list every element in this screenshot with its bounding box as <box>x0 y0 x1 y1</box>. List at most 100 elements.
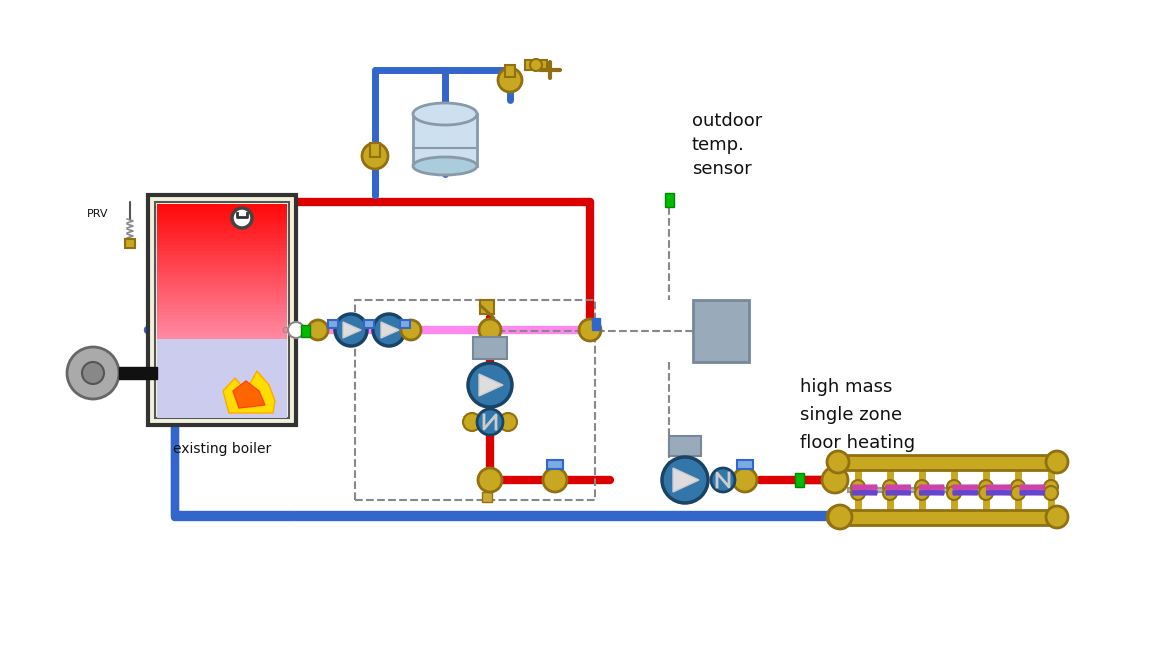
Bar <box>482 492 493 502</box>
Bar <box>848 488 1049 492</box>
Bar <box>364 320 374 328</box>
Bar <box>157 231 287 235</box>
Bar <box>157 312 287 316</box>
Bar <box>147 195 296 425</box>
Bar <box>157 221 287 225</box>
Bar <box>157 318 287 323</box>
Circle shape <box>82 362 104 384</box>
Circle shape <box>401 320 421 340</box>
Bar <box>154 202 289 418</box>
Circle shape <box>498 68 522 92</box>
Bar <box>355 300 596 500</box>
Bar <box>370 143 380 157</box>
Text: c: c <box>281 325 287 335</box>
Bar <box>301 325 310 337</box>
Bar <box>548 460 563 469</box>
Circle shape <box>308 320 328 340</box>
Circle shape <box>851 486 865 500</box>
Bar <box>665 193 674 207</box>
Circle shape <box>543 468 567 492</box>
Text: high mass
single zone
floor heating: high mass single zone floor heating <box>800 378 915 452</box>
Circle shape <box>915 486 929 500</box>
Polygon shape <box>233 381 264 408</box>
Circle shape <box>828 505 852 529</box>
Circle shape <box>530 59 542 71</box>
Circle shape <box>335 314 367 346</box>
Circle shape <box>1046 506 1068 528</box>
Text: outdoor
temp.
sensor: outdoor temp. sensor <box>691 113 762 178</box>
Circle shape <box>1044 486 1058 500</box>
Bar <box>794 473 804 487</box>
Circle shape <box>947 480 961 494</box>
Circle shape <box>1046 451 1068 473</box>
Circle shape <box>288 322 304 338</box>
Bar <box>157 261 287 266</box>
Ellipse shape <box>413 157 477 175</box>
Circle shape <box>468 363 512 407</box>
Bar <box>157 245 287 249</box>
Bar <box>157 234 287 239</box>
Bar <box>157 211 287 215</box>
Bar <box>157 258 287 262</box>
Bar <box>157 204 287 208</box>
Bar <box>840 510 1055 525</box>
Circle shape <box>711 468 735 492</box>
Bar <box>157 336 287 340</box>
Bar <box>400 320 410 328</box>
Circle shape <box>947 486 961 500</box>
Circle shape <box>463 413 481 431</box>
Circle shape <box>851 480 865 494</box>
Bar <box>157 288 287 293</box>
Bar <box>125 239 135 248</box>
Circle shape <box>373 314 405 346</box>
Bar <box>157 295 287 299</box>
Bar <box>693 300 749 362</box>
Circle shape <box>827 451 849 473</box>
Bar <box>505 65 515 77</box>
Circle shape <box>579 319 601 341</box>
Circle shape <box>915 480 929 494</box>
Bar <box>157 302 287 306</box>
Bar <box>157 285 287 289</box>
Circle shape <box>827 506 849 528</box>
Bar <box>157 251 287 255</box>
Bar <box>157 305 287 309</box>
Bar <box>592 318 600 330</box>
Circle shape <box>883 486 897 500</box>
Bar <box>157 207 287 212</box>
Text: PRV: PRV <box>87 209 108 219</box>
Circle shape <box>498 413 517 431</box>
Circle shape <box>823 467 848 493</box>
Bar <box>157 282 287 286</box>
Bar <box>157 228 287 232</box>
Bar <box>157 241 287 245</box>
Circle shape <box>1011 480 1025 494</box>
Bar <box>157 329 287 333</box>
Polygon shape <box>343 322 362 338</box>
Bar <box>840 455 1055 470</box>
Bar <box>157 272 287 276</box>
Bar <box>157 238 287 242</box>
Circle shape <box>362 143 388 169</box>
Bar <box>328 320 338 328</box>
Circle shape <box>979 480 993 494</box>
Bar <box>157 268 287 272</box>
Bar <box>157 214 287 218</box>
Circle shape <box>883 480 897 494</box>
Bar <box>157 291 287 296</box>
Circle shape <box>732 468 757 492</box>
Circle shape <box>1044 480 1058 494</box>
Bar <box>157 218 287 222</box>
Bar <box>157 326 287 330</box>
Bar <box>669 436 701 456</box>
Bar <box>413 114 477 166</box>
Polygon shape <box>673 468 698 492</box>
Bar <box>157 299 287 303</box>
Bar <box>157 332 287 336</box>
Text: existing boiler: existing boiler <box>173 442 271 456</box>
Bar <box>157 224 287 228</box>
Bar <box>157 309 287 313</box>
Bar <box>157 265 287 269</box>
Bar <box>157 339 287 418</box>
Bar <box>480 300 494 314</box>
